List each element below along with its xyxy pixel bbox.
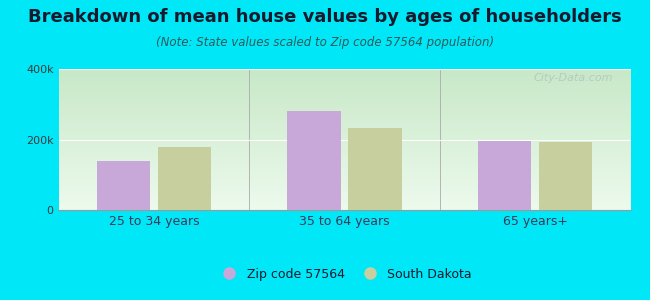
Text: City-Data.com: City-Data.com (534, 73, 614, 83)
Bar (287, 111, 341, 210)
Legend: Zip code 57564, South Dakota: Zip code 57564, South Dakota (212, 262, 477, 286)
Bar (539, 142, 592, 210)
Text: Breakdown of mean house values by ages of householders: Breakdown of mean house values by ages o… (28, 8, 622, 26)
Bar (158, 147, 211, 210)
Text: (Note: State values scaled to Zip code 57564 population): (Note: State values scaled to Zip code 5… (156, 36, 494, 49)
Bar (97, 161, 150, 210)
Bar (348, 128, 402, 210)
Bar (478, 141, 531, 210)
